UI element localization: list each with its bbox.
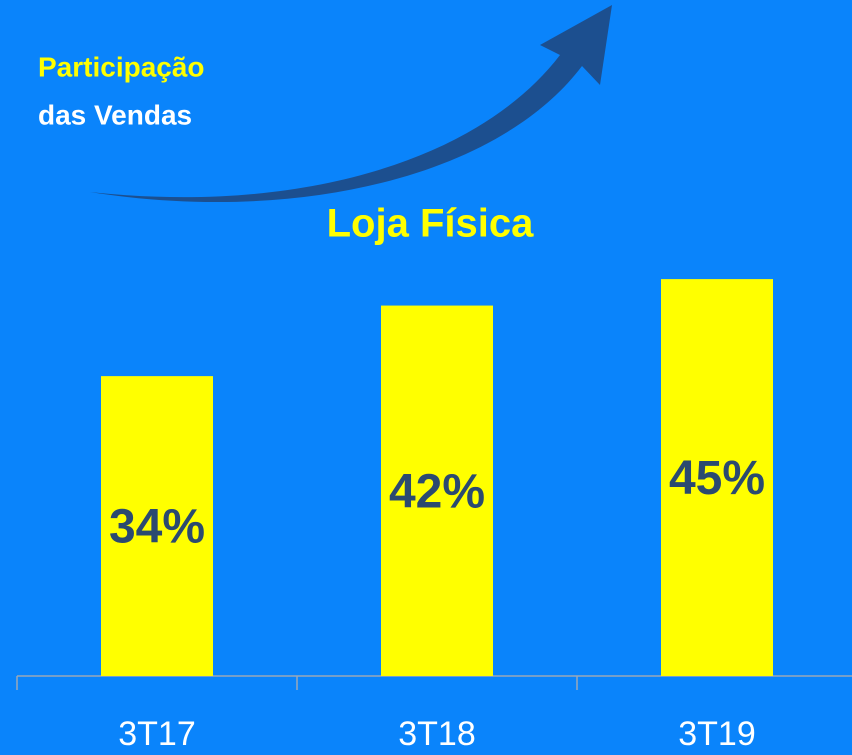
value-label: 42% <box>389 465 485 518</box>
chart-title: Loja Física <box>327 202 534 246</box>
bar <box>101 376 213 676</box>
annotation-line: Participação <box>38 51 205 82</box>
bar <box>381 305 493 676</box>
annotation-line: das Vendas <box>38 99 192 130</box>
x-tick-label: 3T19 <box>678 715 756 753</box>
value-label: 45% <box>669 452 765 505</box>
x-tick-label: 3T17 <box>118 715 196 753</box>
value-label: 34% <box>109 501 205 554</box>
bar <box>661 279 773 676</box>
x-tick-label: 3T18 <box>398 715 476 753</box>
